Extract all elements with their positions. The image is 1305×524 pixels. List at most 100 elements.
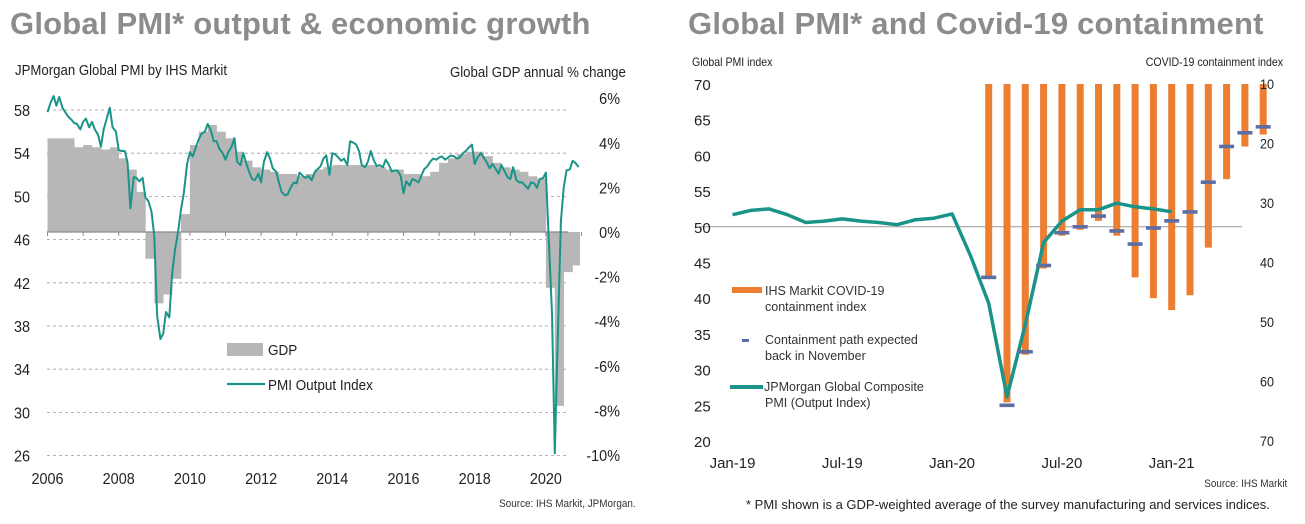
legend-gdp-swatch — [227, 343, 263, 356]
expected-path-marker — [1127, 242, 1143, 246]
legend-pmi-line1: JPMorgan Global Composite — [764, 380, 924, 394]
right-y-tick-label: 30 — [1260, 195, 1274, 211]
gdp-bar — [225, 138, 235, 232]
gdp-bar — [474, 151, 484, 232]
left-y-tick-labels: 58 54 50 46 42 38 34 30 26 — [14, 102, 31, 465]
gdp-bar — [305, 174, 315, 232]
x-tick-label: 2016 — [387, 470, 419, 488]
gdp-bar — [109, 147, 119, 232]
left-y-tick-label: 30 — [694, 363, 711, 380]
legend-containment-swatch — [732, 287, 762, 293]
gdp-bar — [261, 169, 271, 232]
expected-path-marker — [1255, 125, 1271, 129]
left-y-tick-label: 65 — [694, 113, 711, 130]
left-y-tick-label: 20 — [694, 434, 711, 451]
gdp-bar — [216, 131, 226, 232]
gdp-bar — [118, 158, 128, 232]
gdp-bar — [412, 174, 422, 232]
left-y-tick-label: 46 — [14, 232, 30, 250]
right-chart-svg: 70 65 60 55 50 45 40 35 30 25 20 10 20 30 40 50 60 70 Ja… — [694, 76, 1274, 472]
x-tick-labels: Jan-19 Jul-19 Jan-20 Jul-20 Jan-21 — [710, 455, 1195, 472]
gdp-bar — [323, 167, 333, 232]
legend-expected-label: Containment path expected back in Novemb… — [765, 333, 921, 363]
containment-bar — [1223, 84, 1231, 180]
right-y-tick-labels: 10 20 30 40 50 60 70 — [1260, 76, 1274, 449]
x-tick-label: Jul-19 — [822, 455, 863, 472]
right-y-tick-label: 6% — [599, 91, 620, 109]
left-y-tick-label: 50 — [14, 189, 30, 207]
expected-path-marker — [1200, 180, 1216, 184]
gdp-bar — [296, 176, 306, 232]
x-tick-label: 2012 — [245, 470, 277, 488]
legend-expected-line2: back in November — [765, 349, 866, 363]
pmi-line — [732, 201, 1172, 399]
containment-bar — [1131, 84, 1139, 278]
legend-containment-label: IHS Markit COVID-19 containment index — [765, 284, 888, 314]
expected-path-marker — [1109, 229, 1125, 233]
gdp-bar — [154, 232, 164, 304]
x-tick-label: 2020 — [530, 470, 562, 488]
containment-bar — [1204, 84, 1212, 248]
gdp-bar — [421, 176, 431, 232]
gdp-bar — [439, 162, 449, 232]
expected-path-marker — [1182, 210, 1198, 214]
left-y-tick-label: 55 — [694, 184, 711, 201]
gdp-bar — [554, 232, 564, 406]
containment-bar — [1095, 84, 1102, 221]
left-y-tick-label: 60 — [694, 148, 711, 165]
right-y-tick-label: -2% — [594, 269, 620, 287]
left-y-tick-label: 30 — [14, 405, 30, 423]
x-tick-label: 2008 — [103, 470, 135, 488]
right-y-tick-label: 4% — [599, 135, 620, 153]
x-tick-label: 2010 — [174, 470, 206, 488]
gdp-bar — [341, 165, 351, 232]
containment-bar — [985, 84, 993, 278]
gdp-bar — [163, 232, 173, 295]
gdp-bar — [181, 214, 191, 232]
expected-path-marker — [1036, 263, 1052, 268]
gdp-bar — [563, 232, 573, 273]
containment-bar — [1149, 84, 1157, 299]
x-tick-label: Jan-19 — [710, 455, 756, 472]
gdp-bar — [172, 232, 182, 279]
gdp-bar — [287, 174, 297, 232]
legend-containment-line2: containment index — [765, 300, 867, 314]
zero-axis — [47, 231, 582, 236]
gdp-bar — [501, 167, 511, 232]
left-y-tick-label: 38 — [14, 318, 30, 336]
right-y-tick-label: 10 — [1260, 76, 1274, 92]
containment-bar — [1186, 84, 1194, 296]
x-tick-label: 2014 — [316, 470, 349, 488]
gdp-bar — [207, 124, 217, 232]
containment-bar — [1040, 84, 1048, 269]
gdp-bar — [528, 176, 538, 232]
gdp-bar — [367, 165, 378, 232]
left-y-tick-label: 26 — [14, 448, 30, 466]
left-chart-title: Global PMI* output & economic growth — [10, 6, 591, 41]
right-y-tick-label: 40 — [1260, 255, 1274, 271]
gdp-bar — [189, 145, 200, 232]
expected-path-marker — [1072, 225, 1088, 229]
right-y-tick-label: -10% — [586, 447, 620, 465]
expected-path-marker — [1219, 144, 1235, 149]
left-y-tick-label: 70 — [694, 77, 711, 94]
containment-bar — [1076, 84, 1084, 230]
expected-path-marker — [981, 275, 997, 280]
containment-bars — [985, 84, 1267, 403]
gdp-bar — [456, 153, 467, 232]
left-y-tick-labels: 70 65 60 55 50 45 40 35 30 25 20 — [694, 77, 711, 451]
right-y-tick-label: 70 — [1260, 433, 1274, 449]
x-tick-label: 2006 — [31, 470, 63, 488]
left-y-tick-label: 40 — [694, 291, 711, 308]
right-y-tick-label: 60 — [1260, 374, 1274, 390]
gdp-bar — [252, 167, 262, 232]
x-tick-label: Jan-21 — [1149, 455, 1195, 472]
right-y-tick-labels: 6% 4% 2% 0% -2% -4% -6% -8% -10% — [586, 91, 620, 466]
right-axis-title: COVID-19 containment index — [1145, 55, 1283, 69]
gdp-bar — [465, 151, 475, 232]
gdp-bar — [359, 165, 369, 232]
left-source-note: Source: IHS Markit, JPMorgan. — [499, 498, 636, 510]
gdp-bar — [234, 151, 244, 232]
legend-containment-line1: IHS Markit COVID-19 — [765, 284, 885, 298]
legend: GDP PMI Output Index — [227, 342, 373, 394]
